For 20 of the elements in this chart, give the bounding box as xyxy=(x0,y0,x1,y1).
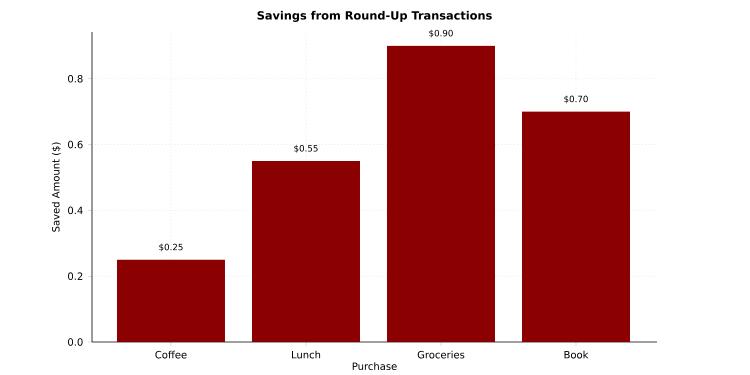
data-label: $0.90 xyxy=(429,30,453,38)
bar xyxy=(252,161,360,342)
y-tick-label: 0.8 xyxy=(68,74,83,83)
chart-title: Savings from Round-Up Transactions xyxy=(258,10,492,22)
x-tick-label: Coffee xyxy=(155,350,187,358)
x-tick-label: Book xyxy=(564,350,588,358)
bar xyxy=(522,112,630,342)
y-tick-label: 0.6 xyxy=(68,140,83,148)
data-label: $0.25 xyxy=(159,244,183,252)
x-axis-title: Purchase xyxy=(352,362,397,370)
y-axis-title: Saved Amount ($) xyxy=(52,142,61,232)
y-tick-label: 0.2 xyxy=(68,272,82,280)
bar xyxy=(386,46,495,342)
y-tick-label: 0.4 xyxy=(68,206,83,214)
y-tick-label: 0.0 xyxy=(68,338,83,346)
data-label: $0.55 xyxy=(294,144,318,153)
x-tick-label: Lunch xyxy=(292,350,320,358)
bar xyxy=(116,260,225,342)
data-label: $0.70 xyxy=(564,96,588,104)
x-tick-label: Groceries xyxy=(418,350,464,358)
